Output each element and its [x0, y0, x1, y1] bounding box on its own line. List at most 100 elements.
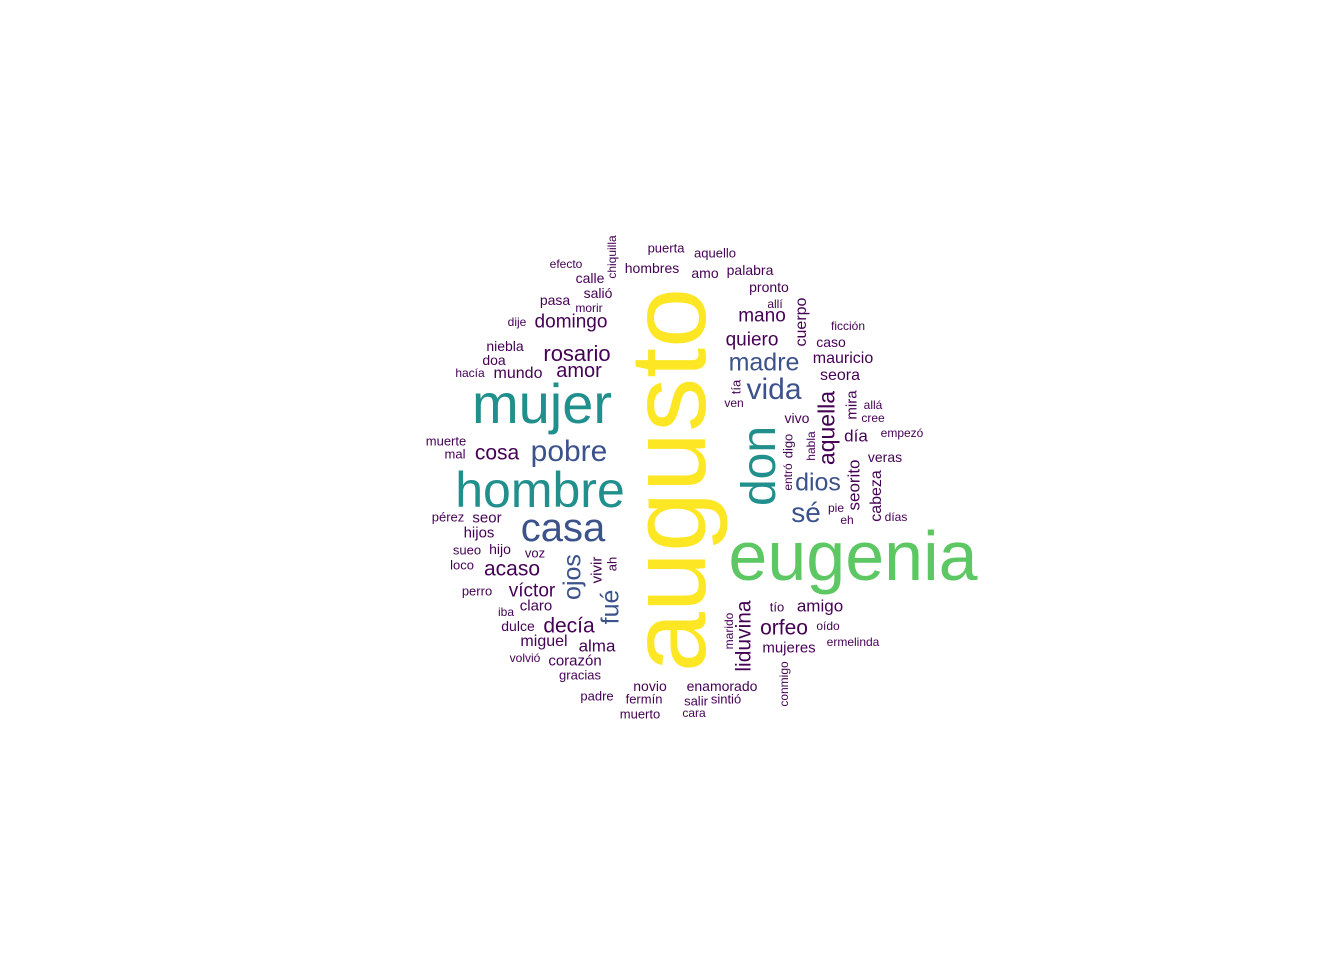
word-mira: mira [843, 390, 861, 420]
word-tio: tío [769, 599, 785, 615]
word-digo: digo [780, 433, 796, 459]
word-amigo: amigo [796, 596, 844, 616]
word-enamorado: enamorado [686, 678, 758, 694]
word-seorito: seorito [844, 459, 864, 511]
word-decia: decía [543, 614, 595, 638]
word-mano: mano [738, 305, 786, 327]
word-novio: novio [633, 678, 667, 694]
word-dios: dios [795, 468, 841, 497]
word-fue: fué [596, 589, 625, 625]
word-niebla: niebla [486, 338, 524, 354]
word-casa: casa [520, 506, 606, 550]
word-amor: amor [556, 360, 602, 382]
word-volvio: volvió [509, 651, 541, 665]
word-empezo: empezó [880, 426, 924, 440]
word-calle: calle [575, 270, 605, 286]
word-tia: tía [728, 379, 744, 395]
word-fermin: fermín [625, 691, 663, 707]
word-dije: dije [507, 315, 527, 329]
word-mujer: mujer [471, 372, 613, 435]
word-victor: víctor [508, 580, 556, 602]
word-augusto: augusto [607, 287, 728, 673]
word-acaso: acaso [483, 557, 541, 581]
word-hacia: hacía [455, 366, 485, 380]
word-hijo: hijo [489, 541, 511, 557]
word-cara: cara [682, 706, 706, 720]
word-cree: cree [861, 411, 885, 425]
word-pie: pie [827, 501, 845, 515]
word-dia: día [844, 426, 868, 446]
word-sueo: sueo [452, 542, 482, 558]
word-mal: mal [444, 446, 466, 462]
word-iba: iba [497, 605, 515, 619]
word-salir: salir [684, 693, 708, 709]
word-veras: veras [867, 449, 903, 465]
word-voz: voz [524, 545, 546, 561]
word-vivir: vivir [588, 556, 606, 584]
word-mujeres: mujeres [762, 639, 816, 657]
word-vida: vida [746, 373, 802, 406]
word-perro: perro [461, 583, 493, 599]
word-don: don [733, 425, 786, 507]
word-vivo: vivo [784, 410, 810, 426]
word-ah: ah [604, 556, 620, 572]
word-ojos: ojos [558, 554, 587, 600]
word-loco: loco [450, 557, 474, 573]
word-seor: seor [472, 509, 502, 527]
word-ermelinda: ermelinda [826, 635, 880, 649]
word-habla: habla [804, 431, 818, 461]
word-corazon: corazón [548, 652, 602, 670]
word-madre: madre [728, 348, 800, 377]
word-cosa: cosa [474, 441, 520, 465]
word-gracias: gracias [559, 667, 601, 683]
word-muerto: muerto [619, 706, 661, 722]
word-palabra: palabra [726, 262, 774, 278]
word-perez: pérez [431, 509, 465, 525]
word-aquella: aquella [813, 390, 840, 466]
word-hombre: hombre [455, 462, 625, 518]
word-alla: allá [863, 398, 883, 412]
word-conmigo: conmigo [777, 661, 791, 707]
word-orfeo: orfeo [760, 616, 808, 640]
word-amo: amo [691, 265, 719, 281]
word-puerta: puerta [647, 240, 685, 256]
word-padre: padre [580, 688, 614, 704]
word-pobre: pobre [530, 435, 608, 468]
word-seora: seora [819, 367, 861, 384]
word-oido: oído [816, 619, 840, 633]
word-entro: entró [781, 463, 795, 491]
word-muerte: muerte [425, 433, 467, 449]
word-claro: claro [519, 597, 553, 615]
word-cuerpo: cuerpo [793, 297, 810, 347]
word-hijos: hijos [463, 524, 495, 542]
word-ven: ven [724, 396, 744, 410]
word-liduvina: liduvina [732, 600, 756, 672]
word-pasa: pasa [539, 292, 571, 308]
word-marido: marido [722, 612, 736, 650]
word-hombres: hombres [624, 260, 680, 276]
word-salio: salió [583, 285, 613, 301]
word-sintio: sintió [710, 691, 742, 707]
word-efecto: efecto [549, 257, 583, 271]
word-dulce: dulce [501, 618, 535, 634]
word-domingo: domingo [534, 311, 608, 333]
word-mauricio: mauricio [812, 350, 874, 367]
word-se: sé [791, 497, 821, 528]
word-aquello: aquello [694, 245, 736, 261]
word-pronto: pronto [749, 279, 789, 295]
word-eugenia: eugenia [728, 517, 978, 595]
word-quiero: quiero [725, 329, 779, 351]
word-doa: doa [482, 352, 506, 368]
word-dias: días [884, 510, 908, 524]
word-eh: eh [840, 513, 854, 527]
word-ficcion: ficción [830, 319, 866, 333]
word-mundo: mundo [493, 365, 543, 382]
word-caso: caso [816, 334, 846, 350]
word-morir: morir [575, 301, 603, 315]
word-cabeza: cabeza [868, 470, 885, 522]
word-alli: allí [767, 297, 783, 311]
word-miguel: miguel [520, 633, 568, 650]
word-alma: alma [578, 636, 616, 656]
word-rosario: rosario [543, 341, 611, 366]
